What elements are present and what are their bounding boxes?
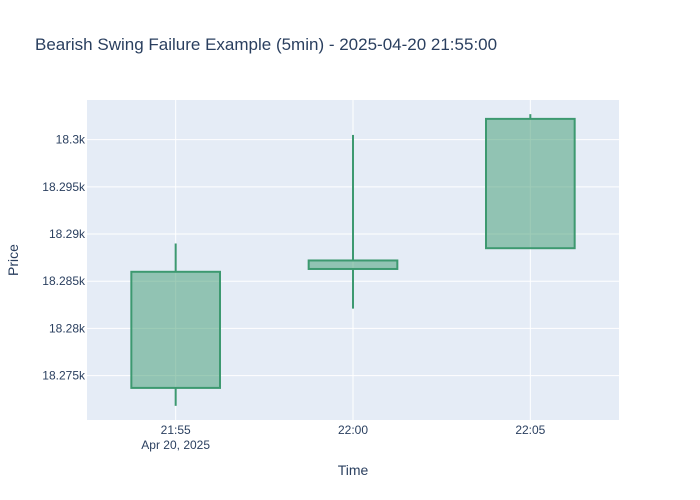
y-tick-label: 18.29k (49, 227, 86, 241)
candle (486, 114, 575, 248)
y-axis-ticks: 18.275k 18.28k 18.285k 18.29k 18.295k 18.3k (42, 133, 86, 383)
y-tick-label: 18.285k (42, 274, 86, 288)
x-tick-label: 22:00 (338, 423, 368, 437)
x-tick-label: 22:05 (515, 423, 545, 437)
x-tick-label: 21:55 (161, 423, 191, 437)
y-tick-label: 18.28k (49, 321, 86, 335)
candle-body (309, 260, 398, 268)
candle-body (131, 272, 220, 388)
chart-title: Bearish Swing Failure Example (5min) - 2… (35, 35, 497, 54)
candle-body (486, 119, 575, 248)
x-tick-sublabel: Apr 20, 2025 (141, 438, 210, 452)
x-axis-title: Time (338, 462, 369, 478)
y-tick-label: 18.3k (56, 133, 86, 147)
y-tick-label: 18.275k (42, 369, 86, 383)
y-tick-label: 18.295k (42, 180, 86, 194)
y-axis-title: Price (5, 244, 21, 276)
